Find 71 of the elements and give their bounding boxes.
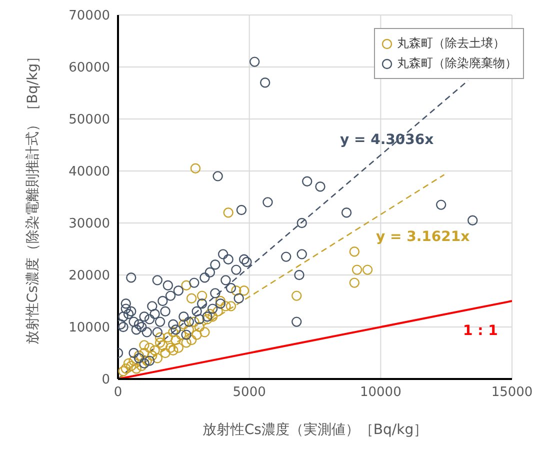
y-tick-label: 50000 [68, 112, 110, 128]
y-tick-label: 20000 [68, 268, 110, 284]
point [196, 290, 208, 301]
x-tick-label: 0 [114, 385, 122, 400]
annotation: y = 4.3036x [340, 132, 434, 148]
point [178, 319, 189, 330]
point [362, 264, 373, 275]
x-tick-label: 10000 [360, 385, 402, 400]
x-tick-label: 5000 [232, 385, 266, 400]
point [139, 340, 150, 350]
point [202, 314, 212, 324]
point [162, 332, 174, 342]
point [144, 342, 155, 353]
point [120, 364, 131, 374]
point [352, 264, 362, 275]
point [186, 334, 197, 346]
point [190, 163, 201, 174]
point [238, 286, 250, 296]
point [189, 316, 200, 327]
point [126, 360, 136, 372]
point [136, 360, 147, 372]
legend-label: 丸森町（除去土壌） [397, 35, 505, 52]
point [134, 350, 144, 361]
point [220, 301, 231, 312]
point [139, 348, 150, 358]
point [123, 358, 134, 368]
point [215, 296, 226, 306]
point [184, 324, 194, 335]
point [186, 293, 197, 304]
y-axis-title: 放射性Cs濃度（除染電離則推計式）［Bq/kg］ [24, 49, 41, 345]
point [158, 340, 168, 350]
point [128, 356, 139, 366]
point [154, 332, 166, 342]
point [231, 286, 242, 296]
legend-label: 丸森町（除染廃棄物） [397, 55, 517, 72]
y-tick-label: 40000 [68, 164, 110, 180]
point [168, 345, 178, 356]
point [170, 334, 181, 346]
point [165, 342, 176, 353]
x-axis-title: 放射性Cs濃度（実測値）［Bq/kg］ [202, 422, 428, 438]
point [192, 330, 202, 340]
y-tick-label: 70000 [68, 8, 110, 24]
point [349, 278, 360, 288]
point [223, 208, 234, 218]
point [176, 330, 186, 340]
point [118, 366, 128, 376]
y-tick-label: 0 [102, 372, 110, 388]
point [147, 350, 158, 361]
point [200, 327, 210, 338]
point [194, 322, 205, 332]
annotation: 1 : 1 [463, 323, 498, 339]
y-tick-label: 60000 [68, 60, 110, 76]
y-tick-label: 30000 [68, 216, 110, 232]
point [131, 364, 142, 374]
point [181, 280, 192, 290]
point [181, 338, 192, 348]
point [150, 345, 160, 356]
point [204, 308, 216, 320]
annotation: y = 3.1621x [376, 229, 470, 245]
point [173, 342, 184, 353]
x-tick-label: 15000 [491, 385, 533, 400]
point [212, 306, 223, 316]
point [207, 312, 218, 322]
point [292, 290, 302, 301]
point [160, 348, 170, 358]
point [226, 301, 236, 312]
point [152, 353, 162, 364]
point [349, 246, 360, 257]
point [154, 338, 166, 348]
point [168, 327, 178, 338]
y-tick-label: 10000 [68, 320, 110, 336]
